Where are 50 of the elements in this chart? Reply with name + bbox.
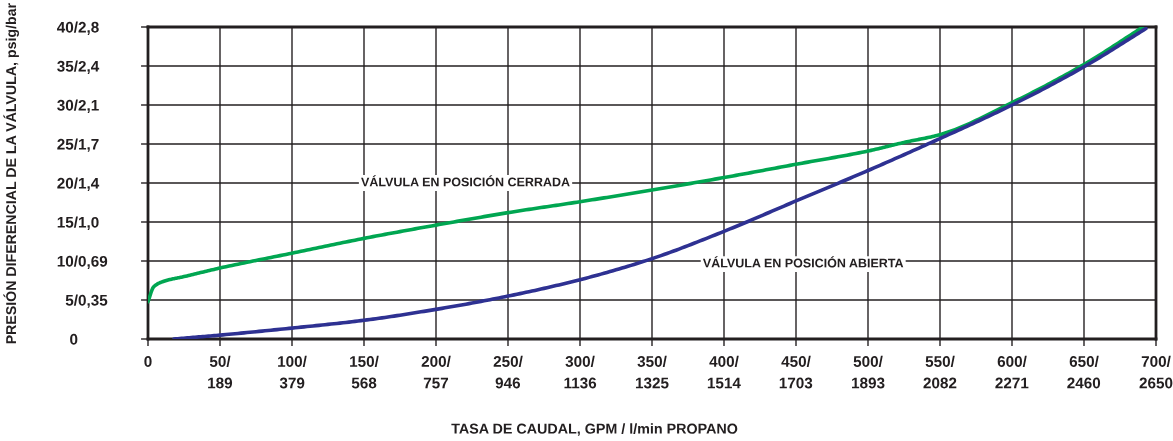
x2-tick-label: 379 <box>279 377 305 389</box>
x-tick-label: 650/ <box>1069 355 1099 368</box>
x2-tick-label: 1514 <box>707 377 741 389</box>
y-tick-label: 20/ <box>57 177 78 189</box>
y2-tick-label: 0,69 <box>78 255 108 269</box>
y-tick-label: 0 <box>70 333 78 345</box>
x-tick-label: 100/ <box>278 355 307 368</box>
y-tick-label: 40/ <box>57 21 78 33</box>
y-axis-title: PRESIÓN DIFERENCIAL DE LA VÁLVULA, psig/bar <box>3 3 19 344</box>
x-tick-label: 600/ <box>997 355 1027 368</box>
x-tick-label: 0 <box>144 356 152 367</box>
y2-tick-label: 1,4 <box>78 178 100 191</box>
x-tick-label: 250/ <box>493 355 523 368</box>
y2-tick-label: 0,35 <box>78 294 108 308</box>
x-tick-label: 500/ <box>853 355 883 368</box>
y-tick-label: 15/ <box>57 216 78 228</box>
x2-tick-label: 568 <box>351 377 377 389</box>
y-tick-label: 5/ <box>65 294 78 306</box>
y2-tick-label: 2,8 <box>78 21 99 35</box>
x2-tick-label: 189 <box>208 377 233 389</box>
y2-tick-label: 1,7 <box>78 139 99 152</box>
x2-tick-label: 2650 <box>1139 377 1173 389</box>
y2-tick-label: 1,0 <box>78 216 99 230</box>
x2-tick-label: 757 <box>423 377 449 389</box>
x-tick-label: 700/ <box>1141 355 1171 368</box>
x2-tick-label: 1893 <box>852 377 885 389</box>
x-tick-label: 150/ <box>350 355 379 368</box>
x-tick-label: 200/ <box>421 355 451 368</box>
y-tick-label: 35/ <box>57 60 78 72</box>
x-tick-label: 300/ <box>565 355 595 368</box>
x2-tick-label: 1136 <box>564 377 597 389</box>
x-tick-label: 350/ <box>637 355 667 368</box>
series-label: VÁLVULA EN POSICIÓN ABIERTA <box>702 256 904 268</box>
x2-tick-label: 2460 <box>1067 377 1101 389</box>
x-tick-label: 550/ <box>925 355 955 368</box>
y2-tick-label: 2,1 <box>78 99 99 113</box>
x2-tick-label: 2271 <box>995 377 1029 389</box>
x2-tick-label: 2082 <box>923 377 957 389</box>
y2-tick-label: 2,4 <box>78 60 100 74</box>
x-tick-label: 400/ <box>709 355 739 368</box>
x2-tick-label: 1703 <box>779 377 813 389</box>
y-tick-label: 10/ <box>57 255 78 267</box>
y-tick-label: 30/ <box>57 99 78 111</box>
x-tick-label: 450/ <box>781 355 811 368</box>
series-label: VÁLVULA EN POSICIÓN CERRADA <box>361 175 570 187</box>
x-axis-title: TASA DE CAUDAL, GPM / l/min PROPANO <box>451 423 738 436</box>
x2-tick-label: 946 <box>495 377 521 389</box>
x2-tick-label: 1325 <box>635 377 669 389</box>
y-tick-label: 25/ <box>57 138 78 150</box>
x-tick-label: 50/ <box>209 355 231 368</box>
